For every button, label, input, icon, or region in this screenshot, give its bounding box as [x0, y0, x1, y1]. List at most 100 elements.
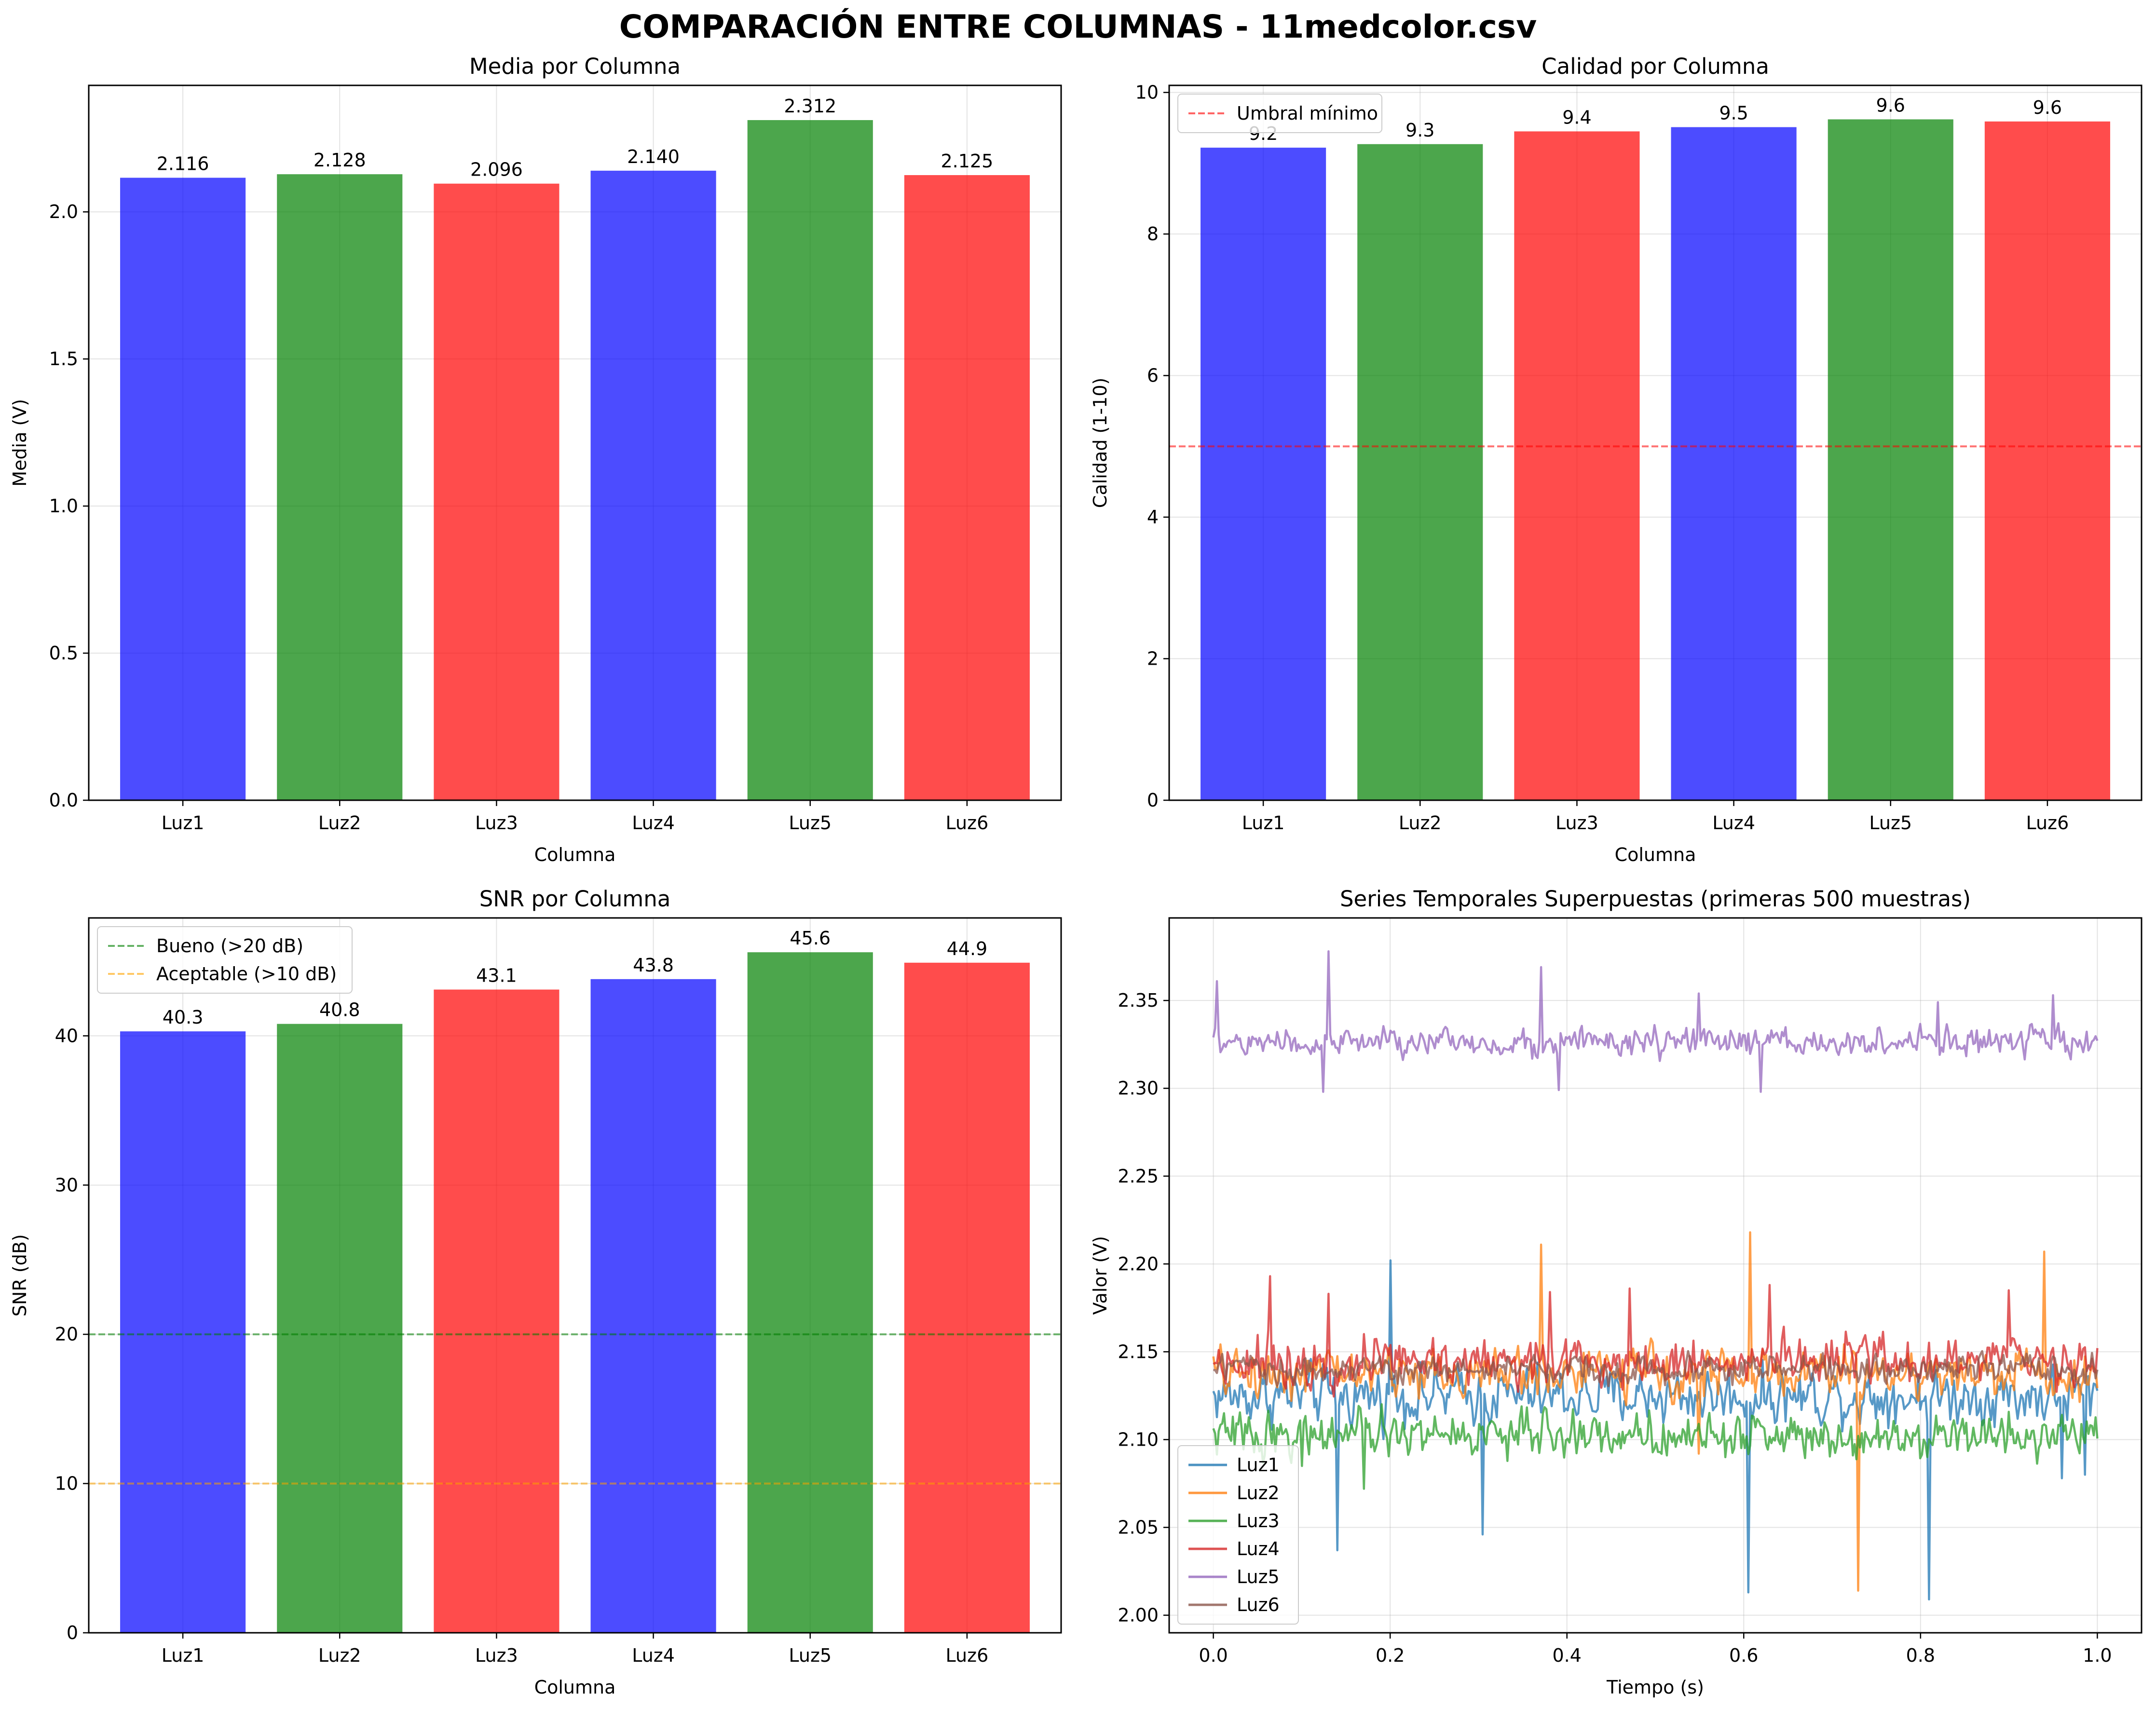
y-tick-label: 2.35	[1118, 990, 1159, 1011]
x-tick-label: Luz2	[1399, 812, 1442, 834]
x-tick-label: Luz2	[318, 812, 361, 834]
bar-luz3	[434, 183, 559, 801]
x-tick-label: Luz4	[1712, 812, 1755, 834]
bar-value-label: 40.3	[163, 1007, 204, 1028]
y-tick-label: 0.5	[49, 643, 78, 664]
x-tick-label: Luz6	[946, 1645, 989, 1666]
y-tick-label: 2.00	[1118, 1605, 1159, 1626]
y-tick-label: 2.10	[1118, 1429, 1159, 1450]
series-line-luz1	[1212, 1259, 2099, 1601]
series-line-luz3	[1212, 1403, 2099, 1490]
x-axis-label: Columna	[1615, 844, 1696, 865]
y-tick-label: 10	[55, 1473, 78, 1494]
legend-label: Luz2	[1237, 1482, 1280, 1504]
x-axis-label: Tiempo (s)	[1606, 1677, 1704, 1698]
bar-value-label: 43.8	[633, 955, 674, 976]
bar-value-label: 2.140	[627, 146, 680, 167]
bar-luz2	[277, 174, 403, 800]
bar-value-label: 44.9	[947, 938, 988, 959]
plot-title: SNR por Columna	[479, 886, 671, 912]
legend-label: Luz3	[1237, 1510, 1280, 1531]
bar-value-label: 43.1	[476, 965, 517, 986]
y-tick-label: 10	[1135, 82, 1159, 103]
bar-value-label: 9.6	[2033, 97, 2062, 118]
bar-value-label: 2.116	[157, 153, 209, 175]
x-tick-label: 0.0	[1199, 1645, 1228, 1666]
bar-value-label: 40.8	[319, 999, 360, 1021]
bar-luz6	[904, 175, 1030, 801]
bar-luz3	[434, 989, 559, 1633]
bar-luz6	[1984, 121, 2110, 801]
bar-luz5	[747, 120, 873, 800]
x-tick-label: Luz1	[162, 812, 205, 834]
y-tick-label: 20	[55, 1324, 78, 1345]
y-tick-label: 4	[1147, 506, 1159, 528]
bar-chart-panel: 0 10 20 30 40 40.3 40.8 43.1 43.8 45.6 44.9 Luz1 Luz…	[9, 886, 1062, 1698]
bar-luz2	[1357, 144, 1483, 801]
x-tick-label: Luz1	[1242, 812, 1285, 834]
bar-luz4	[1671, 127, 1797, 800]
y-tick-label: 2	[1147, 648, 1159, 670]
bar-value-label: 9.5	[1719, 103, 1748, 124]
bar-luz3	[1514, 131, 1640, 801]
y-tick-label: 1.0	[49, 495, 78, 517]
y-tick-label: 8	[1147, 223, 1159, 245]
legend-label: Luz1	[1237, 1454, 1280, 1476]
axes-frame	[88, 917, 1062, 1634]
plot-title: Series Temporales Superpuestas (primeras…	[1340, 886, 1971, 912]
y-tick-label: 2.05	[1118, 1517, 1159, 1538]
y-tick-label: 0.0	[49, 790, 78, 811]
bar-luz5	[747, 952, 873, 1633]
bar-value-label: 2.312	[784, 96, 836, 117]
legend-box	[1177, 1445, 1299, 1625]
bar-value-label: 2.125	[941, 150, 994, 172]
plot-title: Calidad por Columna	[1542, 54, 1769, 79]
bar-value-label: 9.4	[1562, 107, 1591, 128]
x-tick-label: Luz3	[475, 812, 518, 834]
y-tick-label: 2.25	[1118, 1165, 1159, 1187]
bar-luz4	[590, 170, 716, 800]
figure-suptitle: COMPARACIÓN ENTRE COLUMNAS - 11medcolor.…	[619, 8, 1537, 45]
x-tick-label: 0.6	[1729, 1645, 1758, 1666]
bar-value-label: 2.096	[470, 159, 523, 180]
bar-luz1	[120, 178, 246, 800]
bar-luz4	[590, 979, 716, 1633]
legend-label: Aceptable (>10 dB)	[156, 963, 337, 984]
x-tick-label: Luz3	[1556, 812, 1598, 834]
bar-value-label: 45.6	[790, 928, 831, 949]
bar-luz1	[120, 1031, 246, 1633]
plots-container: 0.0 0.5 1.0 1.5 2.0 2.116 2.128 2.096 2.140 2.312…	[9, 54, 2142, 1698]
bar-value-label: 2.128	[314, 150, 366, 171]
x-tick-label: Luz5	[1869, 812, 1912, 834]
y-tick-label: 0	[67, 1622, 78, 1643]
bar-chart-panel: 0.0 0.5 1.0 1.5 2.0 2.116 2.128 2.096 2.140 2.312…	[9, 54, 1062, 865]
x-tick-label: Luz1	[162, 1645, 205, 1666]
x-tick-label: Luz4	[632, 1645, 675, 1666]
x-tick-label: Luz2	[318, 1645, 361, 1666]
line-chart-panel: 2.00 2.05 2.10 2.15 2.20 2.25 2.30 2.35 0.0 0.2 0.…	[1090, 886, 2142, 1698]
x-tick-label: Luz3	[475, 1645, 518, 1666]
bar-luz5	[1828, 119, 1953, 801]
legend-box	[97, 926, 353, 994]
series-line-luz4	[1213, 1275, 2099, 1398]
y-tick-label: 2.20	[1118, 1253, 1159, 1274]
x-tick-label: Luz5	[789, 812, 832, 834]
legend-label: Luz5	[1237, 1566, 1280, 1587]
legend-label: Luz6	[1237, 1594, 1280, 1615]
y-tick-label: 2.0	[49, 201, 78, 222]
bar-luz6	[904, 962, 1030, 1633]
x-tick-label: 1.0	[2083, 1645, 2112, 1666]
series-line-luz5	[1212, 950, 2099, 1093]
bar-value-label: 9.3	[1405, 120, 1434, 141]
legend-box	[1177, 94, 1382, 133]
y-axis-label: Valor (V)	[1090, 1236, 1111, 1315]
series-line-luz6	[1213, 1350, 2099, 1387]
x-tick-label: Luz4	[632, 812, 675, 834]
y-tick-label: 2.30	[1118, 1078, 1159, 1099]
y-tick-label: 6	[1147, 365, 1159, 386]
plot-title: Media por Columna	[469, 54, 681, 79]
y-tick-label: 40	[55, 1025, 78, 1046]
x-tick-label: Luz6	[2026, 812, 2069, 834]
bar-luz1	[1201, 148, 1326, 800]
axes-frame	[1168, 84, 2142, 801]
